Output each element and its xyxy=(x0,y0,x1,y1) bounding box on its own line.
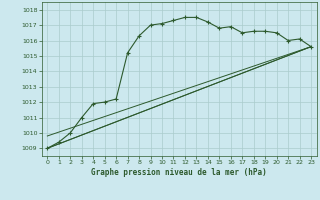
X-axis label: Graphe pression niveau de la mer (hPa): Graphe pression niveau de la mer (hPa) xyxy=(91,168,267,177)
